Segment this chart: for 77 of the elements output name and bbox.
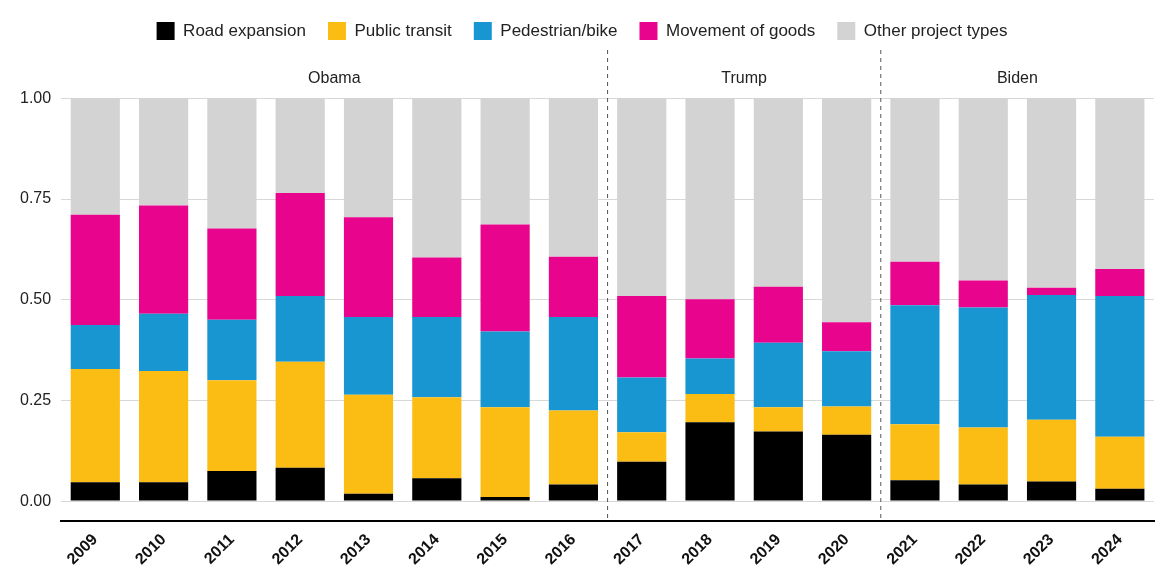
bar xyxy=(1095,296,1145,437)
bar xyxy=(480,407,530,498)
bar xyxy=(890,305,940,425)
bar xyxy=(822,434,872,501)
bar xyxy=(70,214,120,326)
bar xyxy=(412,317,462,398)
bar xyxy=(343,217,394,318)
bar xyxy=(412,397,462,479)
bar xyxy=(480,331,530,408)
legend-label: Public transit xyxy=(354,20,453,40)
bar xyxy=(207,228,257,320)
annotation: Obama xyxy=(308,68,361,86)
annotation: Trump xyxy=(721,68,768,86)
bar xyxy=(753,407,803,432)
bar xyxy=(70,325,120,369)
bar xyxy=(958,484,1008,501)
bar xyxy=(139,313,189,372)
bar xyxy=(958,280,1008,308)
bar xyxy=(685,299,735,359)
bar xyxy=(412,478,462,501)
y-tick-label: 1.00 xyxy=(20,88,52,106)
legend-label: Movement of goods xyxy=(665,20,816,40)
bar xyxy=(1026,419,1077,482)
bar xyxy=(548,256,599,318)
bar xyxy=(753,431,803,501)
bar xyxy=(275,296,325,362)
bar xyxy=(548,317,599,411)
bar xyxy=(207,380,257,471)
bar xyxy=(275,192,325,297)
legend-label: Other project types xyxy=(863,20,1008,40)
bar xyxy=(617,296,667,378)
bar xyxy=(480,497,530,501)
bar xyxy=(1095,269,1145,297)
bar xyxy=(958,427,1008,485)
bar xyxy=(890,261,940,306)
bar xyxy=(822,351,872,407)
bar xyxy=(275,467,325,501)
bar xyxy=(1026,287,1077,295)
bar xyxy=(70,369,120,483)
bar xyxy=(70,482,120,501)
bar xyxy=(139,482,189,501)
bar xyxy=(822,322,872,352)
bar xyxy=(685,393,735,423)
bar xyxy=(958,307,1008,428)
bar xyxy=(753,342,803,408)
annotation: Biden xyxy=(996,68,1038,86)
legend-label: Road expansion xyxy=(183,20,306,40)
bar xyxy=(139,371,189,483)
y-tick-label: 0.00 xyxy=(20,491,52,509)
bar xyxy=(275,361,325,468)
bar xyxy=(1095,488,1145,501)
bar xyxy=(480,224,530,332)
bar xyxy=(753,286,803,343)
bar xyxy=(207,319,257,381)
bar xyxy=(412,257,462,318)
bar xyxy=(343,317,394,395)
bar xyxy=(1095,436,1145,489)
bar xyxy=(548,484,599,501)
bar xyxy=(685,422,735,501)
bar xyxy=(617,461,667,501)
y-tick-label: 0.50 xyxy=(20,290,52,308)
y-tick-label: 0.25 xyxy=(20,390,52,408)
bar xyxy=(1026,481,1077,501)
bar xyxy=(617,377,667,433)
bar xyxy=(822,406,872,435)
bar xyxy=(890,480,940,501)
bar xyxy=(139,205,189,314)
bar xyxy=(1026,294,1077,420)
y-tick-label: 0.75 xyxy=(20,189,52,207)
bar xyxy=(890,424,940,481)
bar xyxy=(617,432,667,462)
bar xyxy=(685,358,735,394)
bar xyxy=(207,470,257,501)
legend-label: Pedestrian/bike xyxy=(500,20,618,40)
bar xyxy=(343,394,394,494)
bar xyxy=(548,410,599,485)
bar xyxy=(343,493,394,501)
